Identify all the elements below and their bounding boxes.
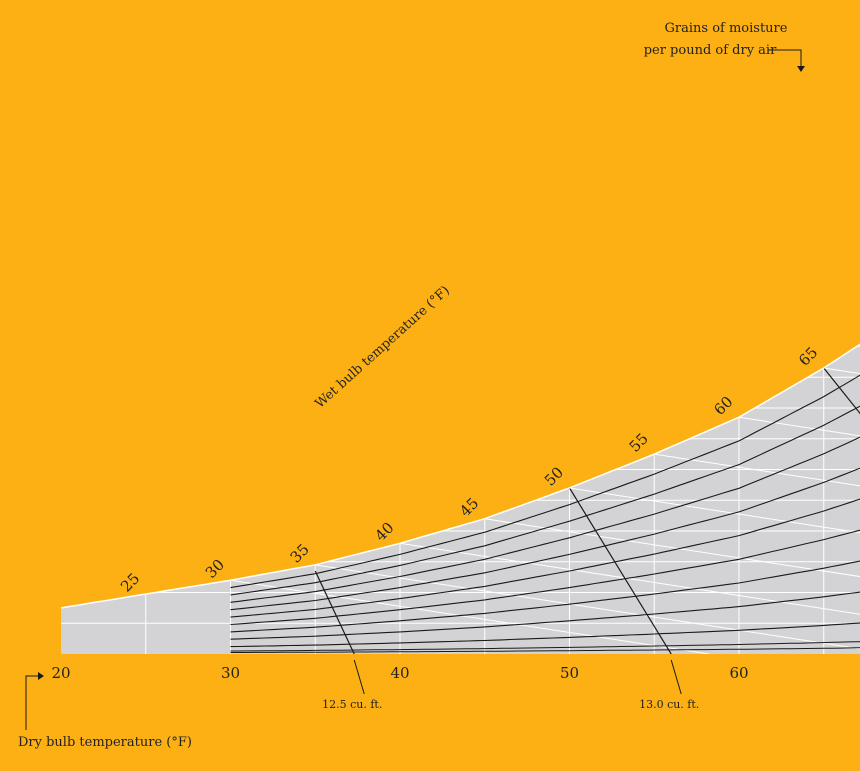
wet-bulb-tick-label: 35 xyxy=(287,540,313,566)
x-tick-label: 40 xyxy=(390,664,409,682)
x-axis-title: Dry bulb temperature (°F) xyxy=(18,735,192,750)
x-tick-label: 30 xyxy=(221,664,240,682)
x-tick-label: 60 xyxy=(729,664,748,682)
volume-leader xyxy=(671,660,681,694)
x-tick-label: 20 xyxy=(51,664,70,682)
y-axis-title-line2: per pound of dry air xyxy=(644,43,777,58)
y-axis-arrowhead xyxy=(797,66,805,72)
wet-bulb-tick-label: 65 xyxy=(795,343,821,369)
wet-bulb-tick-label: 45 xyxy=(456,494,482,520)
volume-label: 12.5 cu. ft. xyxy=(322,698,382,711)
wet-bulb-tick-label: 40 xyxy=(371,519,397,545)
x-tick-label: 50 xyxy=(560,664,579,682)
wet-bulb-axis-label: Wet bulb temperature (°F) xyxy=(313,283,453,411)
wet-bulb-tick-label: 55 xyxy=(626,429,652,455)
chart-region xyxy=(61,94,860,654)
y-axis-title: Grains of moisture xyxy=(665,21,788,36)
x-axis-arrowhead xyxy=(38,672,44,680)
wet-bulb-tick-label: 30 xyxy=(202,556,228,582)
wet-bulb-tick-label: 50 xyxy=(541,463,567,489)
wet-bulb-tick-label: 25 xyxy=(117,569,143,595)
volume-leader xyxy=(354,660,364,694)
wet-bulb-tick-label: 60 xyxy=(710,393,736,419)
x-axis-arrow xyxy=(26,676,42,730)
volume-label: 13.0 cu. ft. xyxy=(639,698,699,711)
